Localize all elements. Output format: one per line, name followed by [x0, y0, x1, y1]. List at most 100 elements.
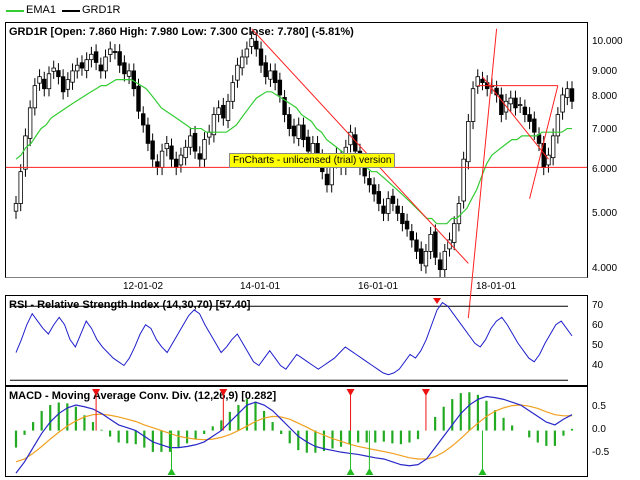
- candle-body: [433, 231, 438, 258]
- x-ticks: 12-01-02 14-01-01 16-01-01 18-01-01: [123, 281, 516, 292]
- candle-body: [386, 198, 391, 214]
- candle-body: [560, 94, 565, 113]
- candle-body: [546, 154, 551, 166]
- candle-body: [324, 173, 330, 186]
- candle-body: [18, 171, 23, 204]
- candle-body: [93, 51, 99, 63]
- candle-body: [367, 178, 372, 186]
- x-tick: 12-01-02: [123, 281, 163, 292]
- candle-body: [272, 70, 278, 84]
- candle-body: [56, 70, 61, 78]
- macd-line: [15, 395, 573, 474]
- legend-swatch-grd1r: [62, 10, 80, 12]
- candle-body: [404, 220, 410, 230]
- candle-body: [46, 73, 52, 90]
- legend-swatch-ema: [6, 10, 24, 12]
- candle-body: [263, 62, 268, 78]
- macd-y-tick: 0.0: [592, 424, 606, 435]
- rsi-y-tick: 50: [592, 340, 604, 351]
- candle-body: [150, 140, 155, 160]
- candle-body: [442, 250, 447, 271]
- x-tick: 16-01-01: [358, 281, 398, 292]
- candle-body: [428, 233, 433, 252]
- trend-line: [251, 28, 469, 264]
- candle-body: [508, 97, 513, 105]
- candle-body: [395, 205, 400, 214]
- candle-body: [178, 154, 184, 166]
- candle-body: [536, 134, 542, 144]
- buy-signal-arrow: [167, 468, 176, 475]
- rsi-panel-frame: [5, 295, 588, 386]
- candle-body: [79, 62, 85, 69]
- macd-panel-frame: [5, 386, 588, 477]
- candle-body: [51, 67, 56, 72]
- candle-body: [145, 124, 151, 144]
- candle-body: [522, 106, 528, 115]
- macd-signal-line: [15, 404, 572, 463]
- candle-body: [532, 118, 537, 133]
- ema-line: [15, 79, 572, 225]
- candle-body: [225, 100, 231, 121]
- candle-body: [475, 76, 480, 87]
- price-y-tick: 8.000: [592, 91, 617, 102]
- candle-body: [437, 259, 443, 271]
- price-y-tick: 5.000: [592, 208, 617, 219]
- candle-body: [122, 62, 127, 75]
- price-series-group: [6, 28, 587, 319]
- macd-panel-title: MACD - Moving Average Conv. Div. (12,26,…: [9, 390, 276, 402]
- candle-body: [555, 114, 561, 137]
- candle-body: [192, 132, 198, 152]
- price-panel-title: GRD1R [Open: 7.860 High: 7.980 Low: 7.30…: [9, 26, 354, 38]
- rsi-line: [15, 301, 573, 376]
- trend-line: [482, 76, 549, 160]
- candle-body: [112, 51, 118, 53]
- candle-body: [296, 124, 301, 139]
- sell-signal-arrow: [421, 389, 430, 396]
- candle-body: [89, 53, 94, 61]
- candle-body: [188, 135, 193, 148]
- candle-body: [98, 64, 104, 72]
- sell-signal-arrow: [92, 389, 101, 396]
- candle-body: [466, 121, 471, 163]
- macd-y-ticks: 0.5 0.0 -0.5: [592, 401, 610, 458]
- candle-body: [249, 38, 254, 47]
- candle-body: [239, 56, 245, 69]
- candle-body: [60, 76, 66, 93]
- buy-signal-arrow: [365, 468, 374, 475]
- price-y-tick: 10.000: [592, 36, 623, 47]
- sell-signal-arrow: [346, 389, 355, 396]
- price-y-tick: 7.000: [592, 124, 617, 135]
- candle-body: [197, 153, 202, 160]
- rsi-y-ticks: 70 60 50 40: [592, 300, 604, 371]
- candle-body: [174, 158, 179, 168]
- candle-body: [569, 88, 575, 102]
- rsi-y-tick: 40: [592, 360, 604, 371]
- candle-body: [419, 248, 424, 264]
- price-y-tick: 6.000: [592, 164, 617, 175]
- candle-body: [513, 97, 518, 109]
- candle-body: [301, 124, 306, 141]
- legend-label-ema: EMA1: [26, 4, 56, 16]
- trend-line: [467, 28, 498, 319]
- candle-body: [423, 250, 429, 267]
- candle-body: [202, 139, 207, 160]
- candle-body: [159, 150, 165, 168]
- candle-body: [37, 76, 42, 84]
- candle-body: [282, 97, 287, 115]
- candle-body: [452, 223, 457, 243]
- candle-body: [376, 191, 382, 204]
- xaxis-strip: [5, 277, 588, 295]
- candle-body: [216, 107, 221, 115]
- trend-line: [529, 85, 559, 199]
- candle-body: [65, 79, 71, 90]
- candle-body: [155, 161, 160, 168]
- watermark: FnCharts - unlicensed (trial) version: [229, 153, 396, 168]
- candle-body: [206, 131, 212, 138]
- candle-body: [27, 107, 33, 139]
- macd-y-tick: 0.5: [592, 401, 606, 412]
- candle-body: [381, 205, 386, 214]
- x-tick: 14-01-01: [240, 281, 280, 292]
- candle-body: [480, 78, 485, 84]
- candle-body: [13, 203, 19, 212]
- rsi-y-tick: 60: [592, 320, 604, 331]
